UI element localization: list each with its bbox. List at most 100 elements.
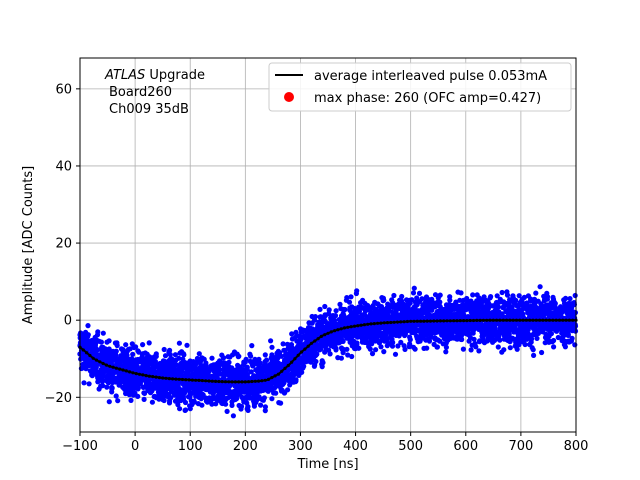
average-point [362,323,366,327]
sample-point [555,334,561,341]
average-point [273,374,277,378]
sample-point [531,352,537,358]
sample-point [236,353,242,359]
sample-point [269,344,275,350]
sample-point [133,344,139,350]
x-tick-label: 400 [343,439,368,454]
sample-point [106,338,112,344]
sample-point [342,306,348,313]
sample-point [514,346,520,352]
scatter-samples [77,284,579,419]
sample-point [85,332,91,338]
sample-point [311,363,317,369]
sample-point [349,353,355,360]
sample-point [337,301,343,307]
sample-point [399,293,405,300]
x-tick-label: 0 [131,439,139,454]
legend-marker-swatch [284,92,294,102]
average-point [372,322,376,326]
sample-point [85,323,91,329]
sample-point [389,343,396,349]
sample-point [167,347,173,353]
sample-point [184,342,190,348]
x-axis-label: Time [ns] [296,457,358,472]
average-point [174,377,178,381]
sample-point [113,348,119,354]
sample-point [534,335,540,341]
sample-point [238,403,245,410]
average-point [432,319,436,323]
sample-point [533,290,539,296]
average-point [214,379,218,383]
average-point [263,378,267,382]
sample-point [333,308,339,314]
average-point [491,318,495,322]
sample-point [402,346,408,352]
y-tick-label: 40 [55,159,72,174]
average-point [471,318,476,323]
sample-point [313,358,319,365]
average-point [250,379,254,384]
average-point [346,325,350,329]
average-point [147,374,151,378]
average-point [101,361,105,366]
average-point [468,318,472,323]
legend-entry-average: average interleaved pulse 0.053mA [314,69,547,84]
sample-point [146,340,152,346]
average-point [243,380,247,384]
sample-point [473,344,479,350]
y-tick-label: −20 [45,391,72,406]
sample-point [470,292,476,298]
sample-point [333,345,339,351]
average-point [190,378,194,382]
average-point [382,321,386,325]
sample-point [176,355,182,361]
sample-point [437,338,443,344]
sample-point [499,289,505,296]
sample-point [216,367,222,373]
average-point [276,372,280,376]
average-point [293,357,297,361]
average-point [313,339,317,343]
average-point [501,318,505,322]
sample-point [199,402,205,408]
average-point [488,318,492,322]
sample-point [135,393,141,399]
average-point [428,319,433,323]
sample-point [273,390,279,396]
sample-point [278,400,284,406]
average-point [551,318,555,322]
sample-point [412,346,418,352]
sample-point [317,306,323,312]
average-point [223,380,228,384]
sample-point [346,299,353,305]
average-point [405,319,409,324]
sample-point [495,344,501,350]
sample-point [497,337,503,343]
sample-point [167,352,173,358]
average-point [280,369,284,373]
sample-point [264,357,270,363]
sample-point [464,295,470,302]
legend-entry-max-phase: max phase: 260 (OFC amp=0.427) [314,91,541,106]
average-point [253,379,257,383]
average-point [366,322,370,326]
average-point [485,318,489,322]
sample-point [562,344,569,350]
annotation-line-2: Board260 [109,85,172,100]
average-point [299,350,304,354]
annotation-line-1: ATLAS Upgrade [104,68,205,83]
annotation-atlas: ATLAS [104,68,145,83]
sample-point [460,346,466,352]
sample-point [424,345,430,351]
average-point [151,375,155,379]
average-point [333,329,337,333]
sample-point [572,310,579,316]
average-point [286,363,290,368]
average-point [399,320,403,324]
average-point [104,363,109,367]
sample-point [362,312,368,318]
average-point [319,334,323,338]
sample-point [94,332,101,338]
sample-point [470,330,476,336]
